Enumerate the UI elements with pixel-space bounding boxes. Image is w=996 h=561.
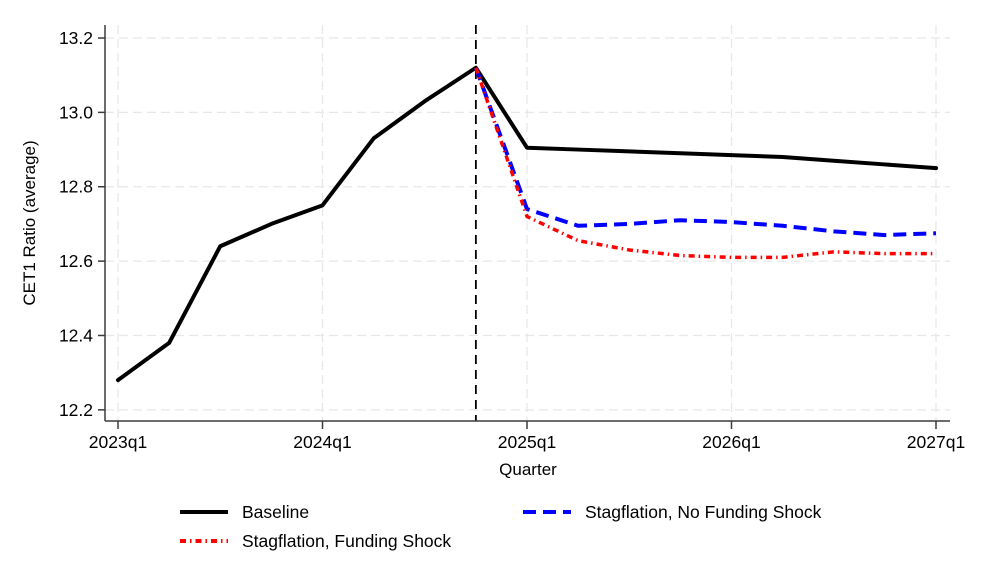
y-tick-label: 12.2 (59, 400, 93, 420)
legend-swatch-stagflation-funding-shock (180, 539, 228, 543)
y-axis-title: CET1 Ratio (average) (20, 140, 39, 306)
y-tick-label: 13.0 (59, 102, 93, 122)
y-tick-label: 12.6 (59, 251, 93, 271)
x-axis-title: Quarter (499, 460, 557, 479)
x-tick-label: 2026q1 (702, 432, 760, 452)
x-tick-label: 2025q1 (498, 432, 556, 452)
series-line-2-dashdot (474, 67, 936, 260)
legend-label-stagflation-funding-shock: Stagflation, Funding Shock (242, 531, 452, 551)
legend-swatch-stagflation-no-funding-shock (523, 510, 571, 514)
legend-item-stagflation-no-funding-shock: Stagflation, No Funding Shock (523, 502, 821, 522)
y-tick-label: 12.8 (59, 177, 93, 197)
legend-item-baseline: Baseline (180, 502, 309, 522)
legend-item-stagflation-funding-shock: Stagflation, Funding Shock (180, 531, 451, 551)
legend-swatch-baseline (180, 510, 228, 514)
x-tick-label: 2027q1 (907, 432, 965, 452)
series-line-0-solid (116, 65, 938, 383)
x-tick-label: 2024q1 (293, 432, 351, 452)
y-tick-label: 12.4 (59, 325, 93, 345)
series-line-1-dashed (473, 67, 937, 238)
legend-label-stagflation-no-funding-shock: Stagflation, No Funding Shock (585, 502, 822, 522)
y-tick-label: 13.2 (59, 28, 93, 48)
legend-label-baseline: Baseline (242, 502, 310, 522)
x-tick-label: 2023q1 (89, 432, 147, 452)
